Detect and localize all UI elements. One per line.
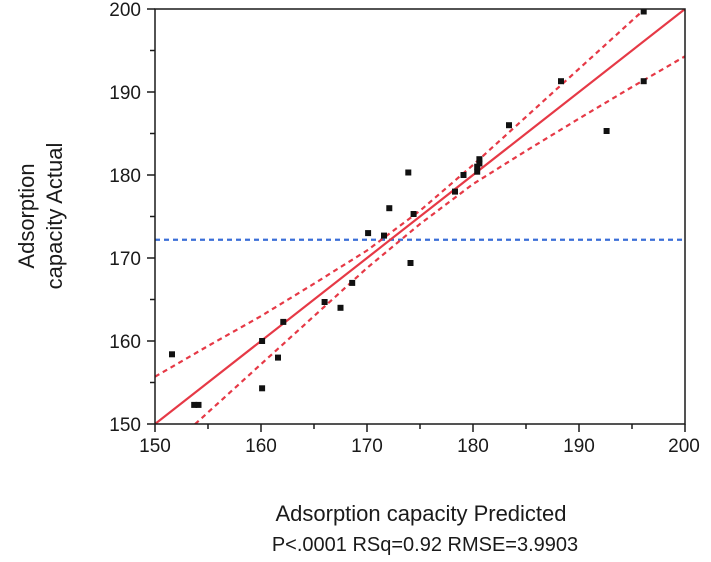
confidence-lower-curve (193, 55, 685, 424)
data-point (452, 188, 458, 195)
data-point (275, 354, 281, 361)
data-point (191, 401, 198, 408)
data-point (410, 211, 417, 217)
data-point (640, 78, 647, 85)
y-axis-tick-labels: 150 160 170 180 190 200 (109, 0, 141, 436)
data-point (321, 299, 328, 305)
data-point (280, 318, 287, 325)
data-point (407, 260, 414, 266)
y-axis-title: Adsorption capacity Actual (14, 143, 67, 290)
x-axis-tick-labels: 150 160 170 180 190 200 (139, 436, 700, 457)
y-tick-label: 180 (109, 166, 141, 187)
data-point (476, 156, 483, 163)
data-point (195, 401, 202, 408)
data-points (169, 9, 647, 408)
data-point (337, 304, 344, 311)
data-point (640, 9, 647, 15)
x-tick-label: 160 (245, 436, 277, 457)
data-point (603, 128, 610, 134)
data-point (349, 279, 356, 286)
data-point (386, 205, 393, 212)
y-tick-label: 190 (109, 83, 141, 104)
y-axis-title-line-2: capacity Actual (42, 143, 67, 290)
data-point (405, 169, 412, 176)
data-point (169, 351, 175, 358)
x-tick-label: 190 (563, 436, 595, 457)
data-point (474, 163, 481, 170)
fit-statistics: P<.0001 RSq=0.92 RMSE=3.9903 (272, 534, 578, 556)
y-axis-title-line-1: Adsorption (14, 163, 39, 268)
y-tick-label: 170 (109, 249, 141, 270)
data-point (558, 78, 564, 85)
y-axis-ticks (147, 8, 155, 425)
x-tick-label: 200 (668, 436, 700, 457)
confidence-upper-curve (155, 9, 647, 378)
data-point (506, 122, 512, 129)
fit-line (155, 9, 685, 424)
data-point (476, 160, 483, 167)
y-tick-label: 200 (109, 0, 141, 21)
data-point (365, 230, 372, 237)
x-tick-label: 170 (351, 436, 383, 457)
data-point (259, 338, 266, 344)
x-axis-title: Adsorption capacity Predicted (275, 501, 566, 526)
x-tick-label: 150 (139, 436, 171, 457)
data-point (381, 232, 387, 239)
x-tick-label: 180 (457, 436, 489, 457)
data-point (259, 385, 266, 392)
y-tick-label: 150 (109, 415, 141, 436)
y-tick-label: 160 (109, 332, 141, 353)
x-axis-ticks (154, 424, 686, 432)
data-point (460, 172, 467, 178)
data-point (474, 168, 481, 175)
